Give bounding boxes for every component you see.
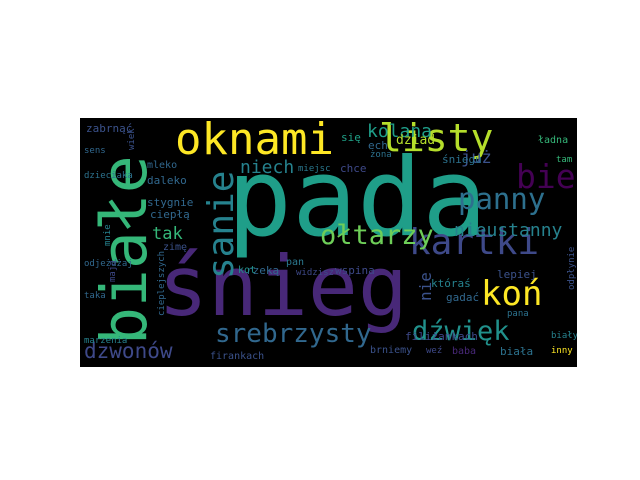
word-ciepla: ciepłą	[150, 208, 190, 221]
word-brniemy: brniemy	[370, 345, 413, 356]
word-kolana: kolana	[367, 121, 433, 142]
word-wez: weź	[426, 346, 443, 356]
word-sens: sens	[84, 146, 106, 156]
word-nieustanny: nieustanny	[454, 220, 563, 241]
word-bieg: bieg	[516, 157, 577, 196]
word-snieg: śnieg	[158, 238, 408, 335]
word-dzieciaka: dzieciaka	[84, 171, 133, 181]
word-tam: tam	[556, 155, 573, 165]
word-pana: pana	[507, 309, 529, 319]
word-dziad: dziad	[396, 133, 436, 148]
word-oknami: oknami	[175, 118, 334, 165]
word-tak: tak	[152, 224, 183, 244]
word-dzwiek: dźwięk	[412, 316, 510, 347]
word-bialy: biały	[551, 331, 577, 341]
word-chce: chce	[340, 162, 367, 175]
word-filizankach: filiżankach	[405, 330, 478, 343]
word-odplynie: odpłynie	[567, 246, 577, 290]
word-stygnie: stygnie	[147, 196, 194, 209]
word-zona: żona	[370, 150, 392, 160]
word-pada: pada	[227, 136, 488, 261]
word-baba: baba	[452, 346, 477, 357]
word-maja: mają	[108, 260, 118, 282]
word-ech: ech	[368, 139, 388, 152]
word-mnie: mnie	[103, 224, 113, 246]
word-listy: listy	[379, 118, 494, 160]
word-dzwonow: dzwonów	[84, 339, 173, 363]
word-ktoras: któraś	[431, 277, 471, 290]
word-sanie: sanie	[201, 170, 242, 279]
word-panny: panny	[458, 182, 546, 216]
word-sie: się	[341, 131, 361, 144]
word-odjezdzaj: odjeżdżaj	[84, 259, 133, 269]
word-gadac: gadać	[446, 291, 480, 304]
word-ladna: ładna	[538, 135, 569, 146]
word-cieplejszych: cieplejszych	[157, 250, 167, 316]
word-rzeka: rzeką	[246, 264, 280, 277]
word-zabrnac: zabrnąć	[86, 122, 133, 135]
word-kon: koń	[481, 274, 543, 314]
word-daleko: daleko	[147, 174, 187, 187]
word-wspina: wspina	[335, 264, 375, 277]
word-miejsc: miejsc	[298, 164, 331, 174]
word-niech: niech	[240, 157, 295, 178]
word-inny: inny	[551, 346, 573, 356]
word-juz: już	[461, 148, 492, 168]
word-firankach: firankach	[210, 351, 265, 362]
word-oltarzy: ołtarzy	[320, 220, 434, 251]
word-pan: pan	[286, 257, 305, 268]
word-kot: kot	[238, 265, 257, 276]
word-biala: biała	[500, 345, 534, 358]
word-cloud: pada śnieg białe oknami listy kartki san…	[80, 118, 577, 367]
word-marzenia: marzenia	[84, 336, 128, 346]
word-lepiej: lepiej	[497, 268, 537, 281]
word-taka: taka	[84, 291, 106, 301]
word-zime: zimę	[163, 242, 188, 253]
word-sniegu: śniegu	[442, 153, 482, 166]
word-kartki: kartki	[409, 222, 540, 263]
word-srebrzysty: srebrzysty	[215, 319, 372, 349]
word-mleko: mleko	[147, 160, 178, 171]
word-widzisz: widzisz	[296, 268, 334, 278]
word-wiek: wiek	[127, 128, 137, 150]
